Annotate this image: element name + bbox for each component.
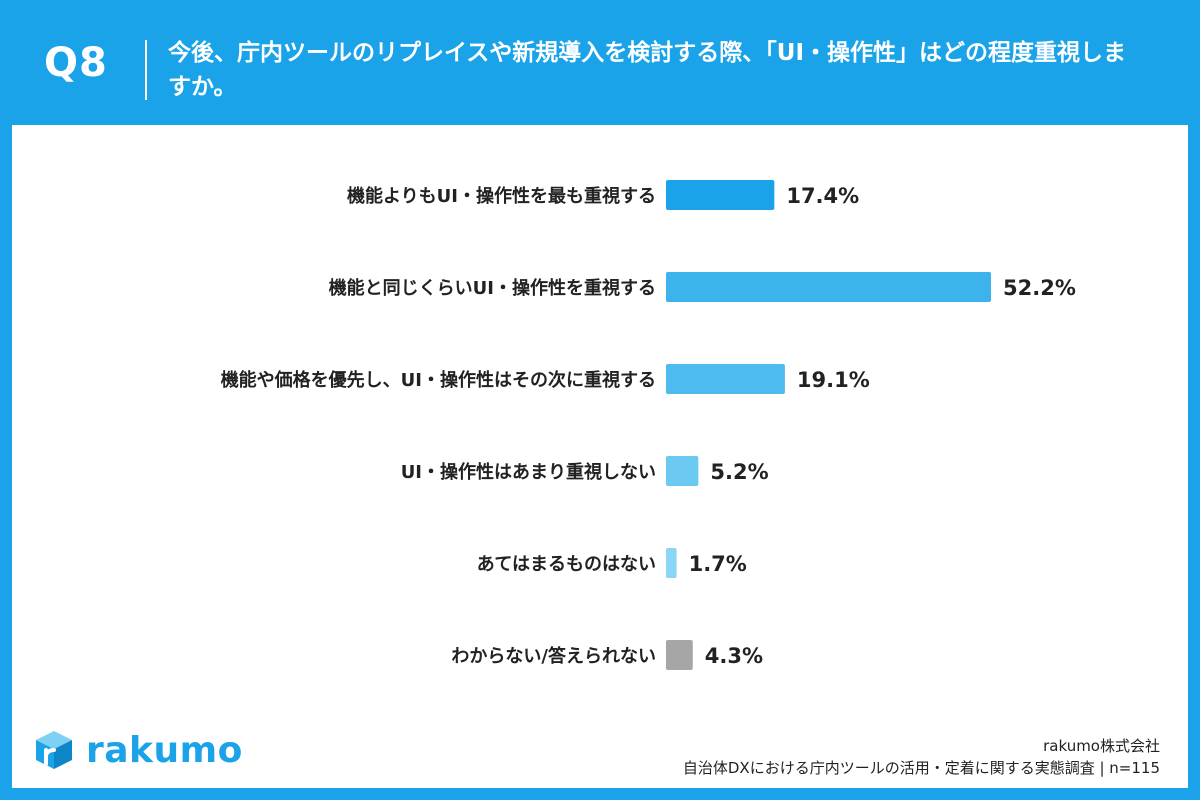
footer-survey: 自治体DXにおける庁内ツールの活用・定着に関する実態調査 | n=115 bbox=[682, 759, 1160, 777]
header: Q8 今後、庁内ツールのリプレイスや新規導入を検討する際、「UI・操作性」はどの… bbox=[0, 0, 1200, 125]
category-label: 機能よりもUI・操作性を最も重視する bbox=[347, 185, 656, 207]
bar bbox=[666, 456, 699, 486]
footer: rakumo株式会社 自治体DXにおける庁内ツールの活用・定着に関する実態調査 … bbox=[683, 735, 1160, 779]
brand-logo: rakumo bbox=[32, 725, 243, 775]
bar bbox=[666, 548, 677, 578]
bar bbox=[666, 364, 785, 394]
footer-company: rakumo株式会社 bbox=[1043, 737, 1160, 755]
logo-text: rakumo bbox=[86, 729, 243, 771]
category-label: 機能と同じくらいUI・操作性を重視する bbox=[329, 277, 656, 299]
value-label: 17.4% bbox=[786, 184, 859, 208]
category-label: 機能や価格を優先し、UI・操作性はその次に重視する bbox=[221, 369, 656, 391]
value-label: 52.2% bbox=[1003, 276, 1076, 300]
rakumo-cube-icon bbox=[36, 731, 72, 769]
header-divider bbox=[145, 40, 147, 100]
category-label: あてはまるものはない bbox=[477, 554, 656, 575]
category-label: UI・操作性はあまり重視しない bbox=[401, 461, 656, 483]
content-panel: 機能よりもUI・操作性を最も重視する 17.4% 機能と同じくらいUI・操作性を重視… bbox=[12, 125, 1188, 788]
bar bbox=[666, 640, 693, 670]
bar bbox=[666, 180, 775, 210]
question-title: 今後、庁内ツールのリプレイスや新規導入を検討する際、「UI・操作性」はどの程度重… bbox=[168, 40, 1127, 100]
value-label: 19.1% bbox=[797, 368, 870, 392]
bar-chart: 機能よりもUI・操作性を最も重視する 17.4% 機能と同じくらいUI・操作性を重視… bbox=[221, 180, 1076, 670]
value-label: 4.3% bbox=[705, 644, 763, 668]
question-number: Q8 bbox=[44, 40, 108, 86]
bar bbox=[666, 272, 991, 302]
value-label: 5.2% bbox=[710, 460, 768, 484]
category-label: わからない/答えられない bbox=[451, 645, 656, 667]
value-label: 1.7% bbox=[689, 552, 747, 576]
